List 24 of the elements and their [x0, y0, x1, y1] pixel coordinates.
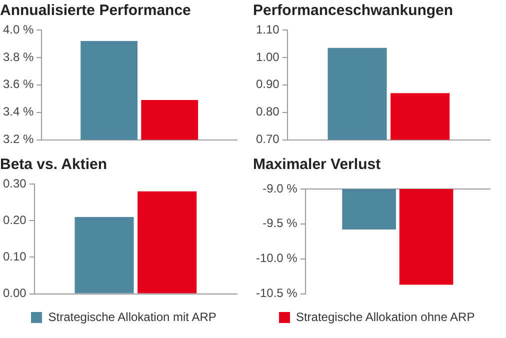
- y-tick-label: 0.30: [2, 176, 27, 190]
- y-tick-label: 3.8 %: [3, 50, 34, 64]
- y-tick-label: -10.0 %: [256, 251, 298, 266]
- chart-title: Performanceschwankungen: [253, 2, 454, 20]
- y-tick-label: -10.5 %: [256, 286, 298, 300]
- y-tick-label: 3.2 %: [3, 132, 34, 146]
- y-tick-label: 1.00: [256, 50, 280, 64]
- y-tick-label: 3.6 %: [3, 77, 34, 92]
- y-tick-label: 4.0 %: [3, 22, 34, 36]
- y-tick-label: 0.80: [256, 104, 280, 119]
- legend-label: Strategische Allokation mit ARP: [48, 310, 216, 324]
- y-tick-label: 0.00: [2, 286, 27, 300]
- y-tick-label: 0.10: [2, 250, 27, 264]
- chart-title: Beta vs. Aktien: [0, 156, 107, 174]
- y-tick-label: 0.20: [2, 212, 27, 227]
- chart-title: Maximaler Verlust: [253, 156, 381, 174]
- chart-title: Annualisierte Performance: [0, 2, 191, 20]
- legend-label: Strategische Allokation ohne ARP: [296, 310, 475, 324]
- y-tick-label: 0.70: [256, 132, 280, 146]
- y-tick-label: 3.4 %: [3, 104, 34, 119]
- y-tick-label: -9.5 %: [262, 216, 298, 230]
- y-tick-label: -9.0 %: [262, 181, 298, 196]
- y-tick-label: 1.10: [256, 22, 280, 36]
- y-tick-label: 0.90: [256, 77, 280, 92]
